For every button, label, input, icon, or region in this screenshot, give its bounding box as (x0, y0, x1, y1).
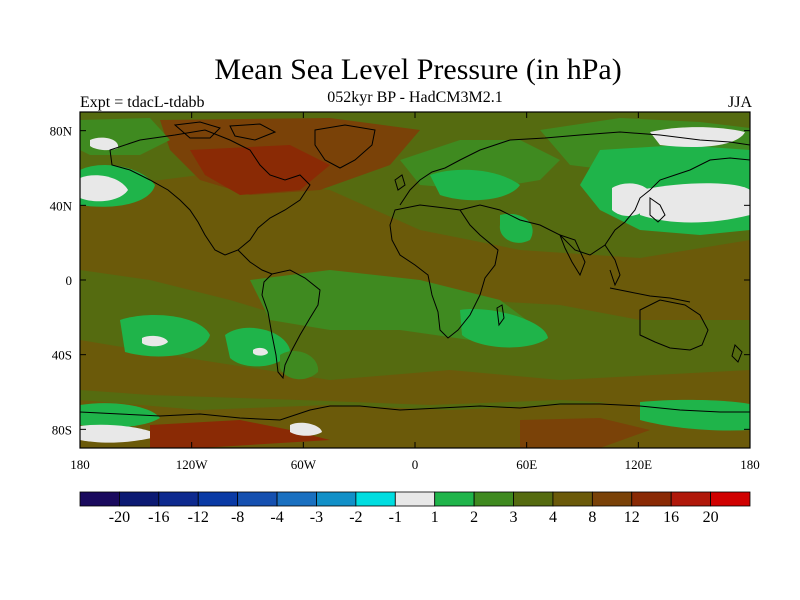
lon-tick-label: 60W (291, 457, 317, 472)
longitude-axis: 180 120W 60W 0 60E 120E 180 (70, 112, 760, 472)
colorbar-labels: -20 -16 -12 -8 -4 -3 -2 -1 1 2 3 4 8 12 16 20 (109, 509, 719, 526)
colorbar-label: -4 (270, 509, 283, 526)
lon-tick-label: 180 (70, 457, 90, 472)
lat-tick-label: 80N (50, 124, 73, 139)
colorbar-swatch (197, 491, 239, 507)
colorbar-label: -20 (109, 509, 130, 526)
colorbar-swatch (237, 491, 278, 507)
map-field (80, 112, 750, 448)
colorbar-swatch (276, 491, 317, 507)
colorbar-swatch (394, 491, 436, 507)
lon-tick-label: 0 (412, 457, 419, 472)
lon-tick-label: 180 (740, 457, 760, 472)
colorbar-swatch (316, 491, 357, 507)
colorbar-swatch (158, 491, 199, 507)
lat-tick-label: 80S (52, 422, 72, 437)
lon-tick-label: 60E (516, 457, 537, 472)
colorbar-label: 3 (510, 509, 518, 526)
colorbar-swatch (591, 491, 633, 507)
colorbar-label: 12 (624, 509, 640, 526)
season-label: JJA (727, 94, 752, 111)
colorbar-swatch (119, 491, 160, 507)
colorbar-label: 16 (663, 509, 679, 526)
lat-tick-label: 40N (50, 198, 73, 213)
colorbar-swatch (79, 491, 120, 507)
coastlines (80, 121, 750, 421)
chart-title: Mean Sea Level Pressure (in hPa) (214, 53, 622, 86)
colorbar-label: 2 (470, 509, 478, 526)
colorbar-label: -16 (148, 509, 169, 526)
lon-tick-label: 120W (176, 457, 209, 472)
colorbar-label: -2 (349, 509, 362, 526)
colorbar-label: -8 (231, 509, 244, 526)
colorbar-swatch (355, 491, 396, 507)
colorbar-swatch (710, 491, 751, 507)
lat-tick-label: 40S (52, 348, 72, 363)
colorbar-label: 8 (588, 509, 596, 526)
colorbar-swatch (473, 491, 514, 507)
colorbar-swatch (631, 491, 672, 507)
colorbar (79, 491, 751, 507)
colorbar-label: 4 (549, 509, 557, 526)
colorbar-label: -1 (389, 509, 402, 526)
colorbar-label: 1 (431, 509, 439, 526)
colorbar-swatch (670, 491, 711, 507)
lon-tick-label: 120E (625, 457, 653, 472)
lat-tick-label: 0 (66, 273, 73, 288)
colorbar-swatch (434, 491, 475, 507)
colorbar-label: 20 (703, 509, 719, 526)
experiment-label: Expt = tdacL-tdabb (80, 94, 205, 111)
colorbar-swatch (552, 491, 593, 507)
colorbar-label: -12 (188, 509, 209, 526)
colorbar-label: -3 (310, 509, 323, 526)
chart-subtitle: 052kyr BP - HadCM3M2.1 (327, 89, 503, 106)
latitude-axis: 80N 40N 0 40S 80S (50, 124, 750, 437)
colorbar-swatch (513, 491, 554, 507)
